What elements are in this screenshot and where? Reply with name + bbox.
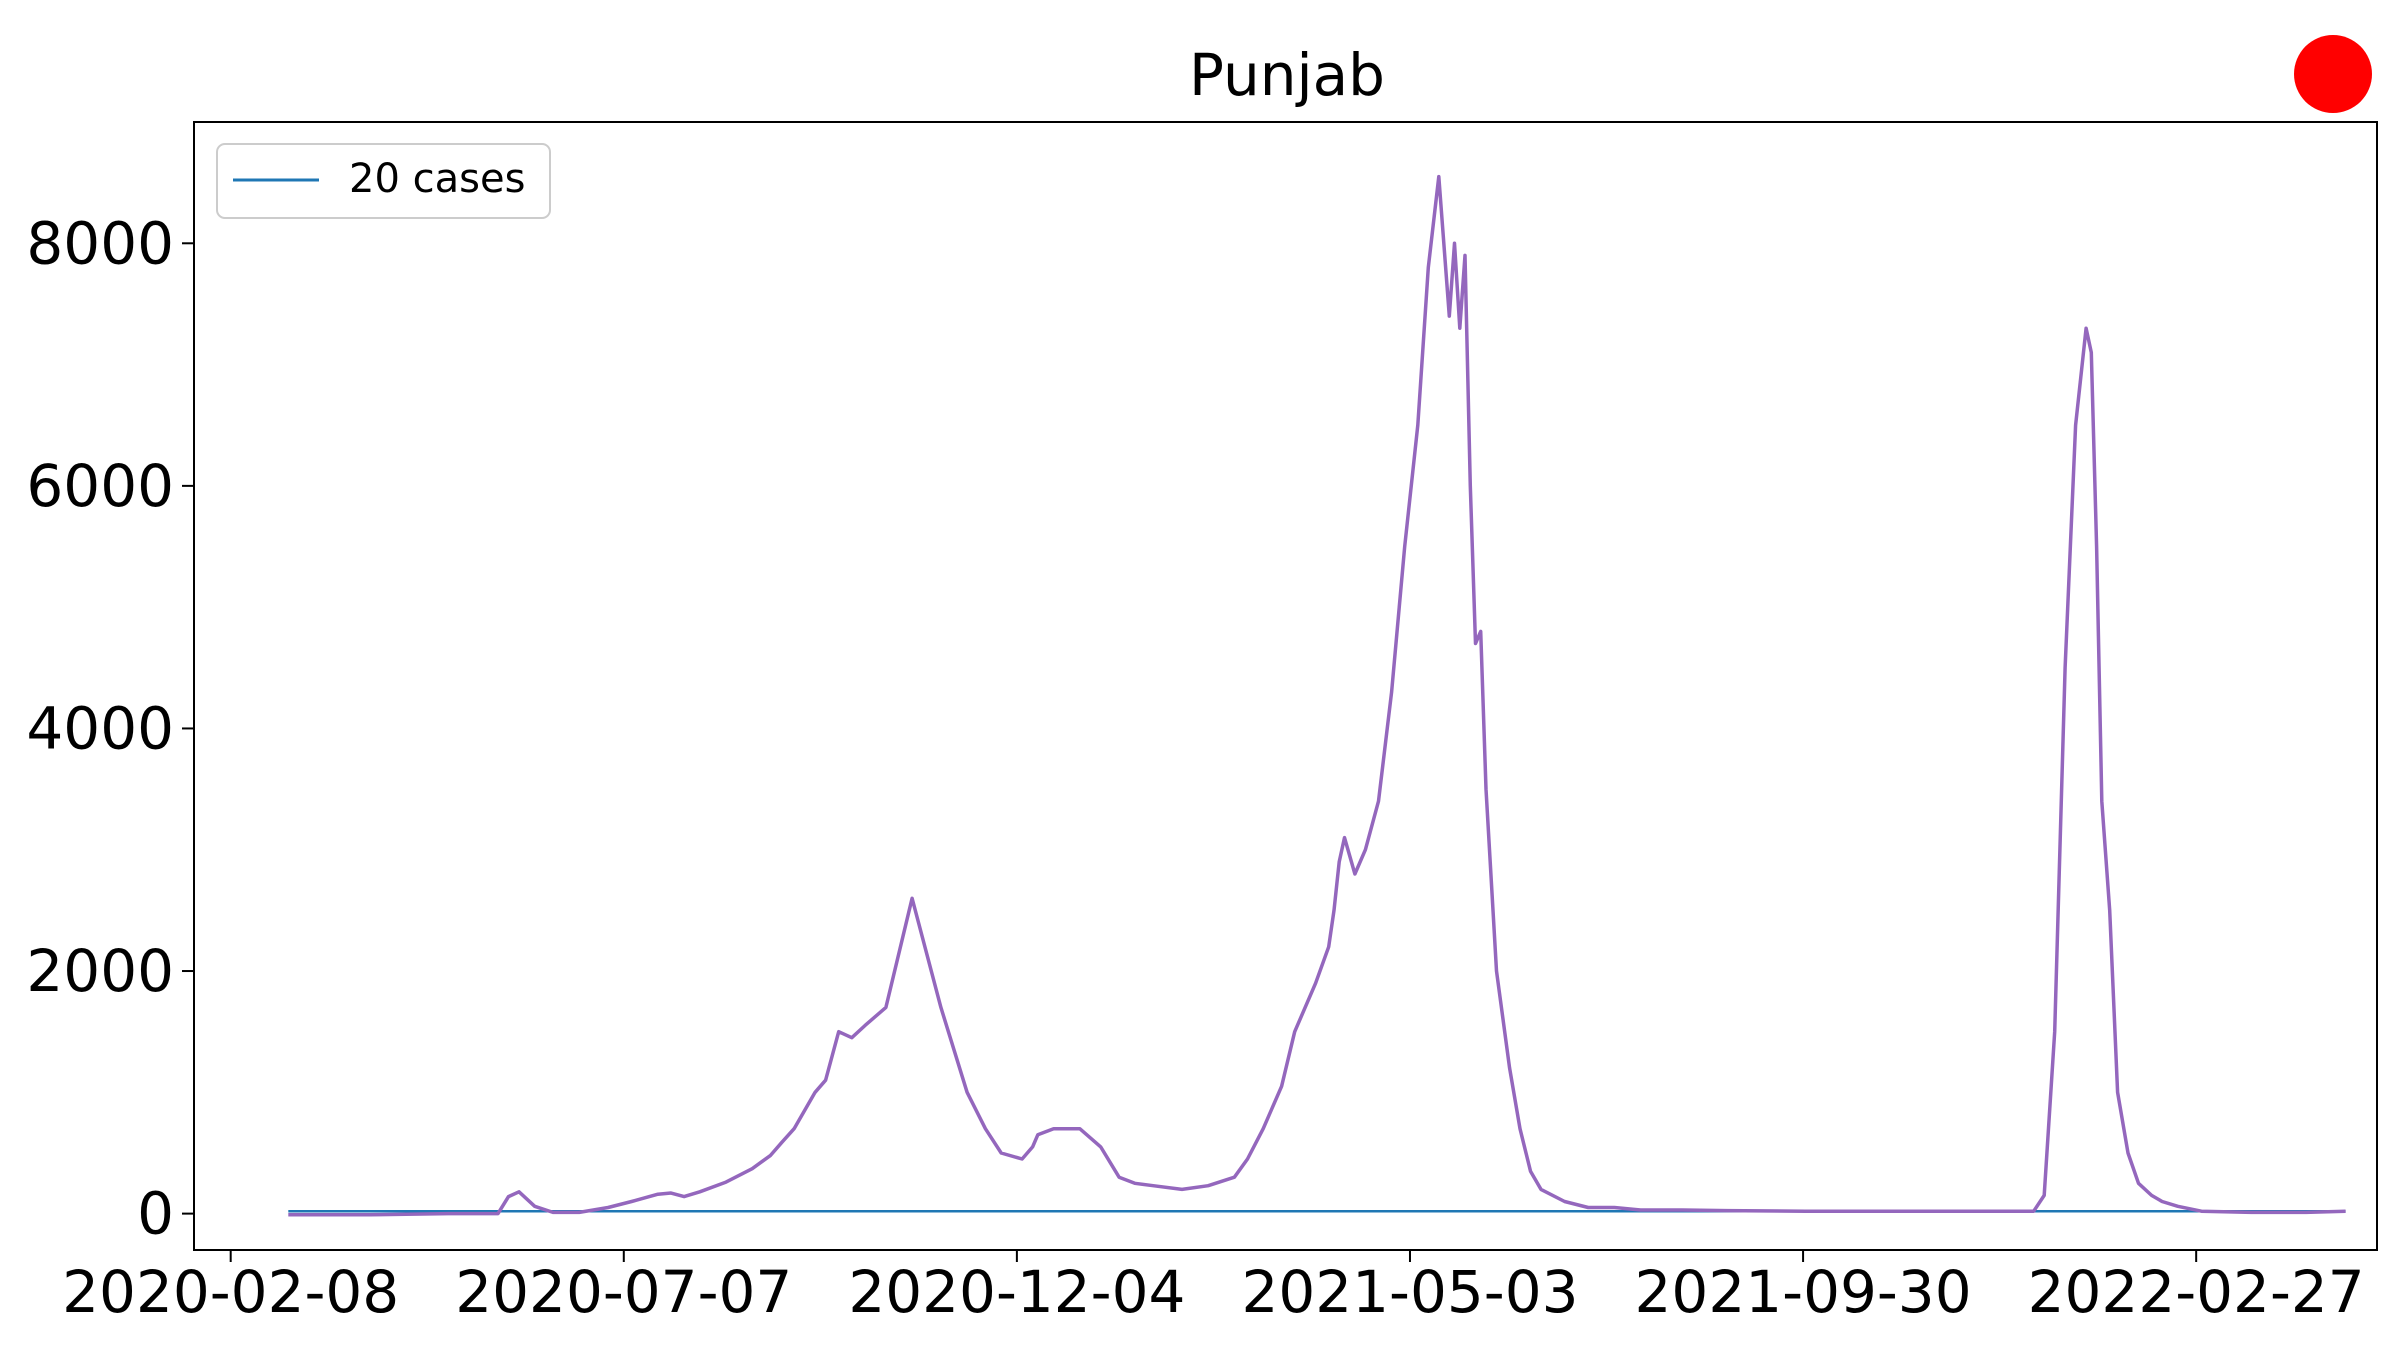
x-tick-label: 2021-09-30 — [1635, 1258, 1972, 1326]
legend-label-20-cases: 20 cases — [349, 156, 525, 202]
x-tick-label: 2020-07-07 — [455, 1258, 792, 1326]
x-axis: 2020-02-08 2020-07-07 2020-12-04 2021-05-03… — [62, 1250, 2365, 1326]
x-tick-label: 2020-02-08 — [62, 1258, 399, 1326]
legend: 20 cases — [216, 143, 551, 219]
x-tick-label: 2020-12-04 — [848, 1258, 1185, 1326]
y-tick-label: 8000 — [26, 209, 174, 277]
legend-box — [216, 143, 551, 219]
y-axis: 0 2000 4000 6000 8000 — [26, 209, 194, 1248]
status-indicator-dot — [2294, 35, 2372, 113]
series-group — [288, 174, 2346, 1217]
x-tick-label: 2022-02-27 — [2028, 1258, 2365, 1326]
x-tick-label: 2021-05-03 — [1241, 1258, 1578, 1326]
y-tick-label: 6000 — [26, 452, 174, 520]
daily-cases-line — [288, 174, 2346, 1217]
y-tick-label: 2000 — [26, 937, 174, 1005]
y-tick-label: 4000 — [26, 694, 174, 762]
plot-area — [193, 121, 2378, 1251]
chart-title: Punjab — [1189, 41, 1385, 109]
y-tick-label: 0 — [137, 1180, 174, 1248]
